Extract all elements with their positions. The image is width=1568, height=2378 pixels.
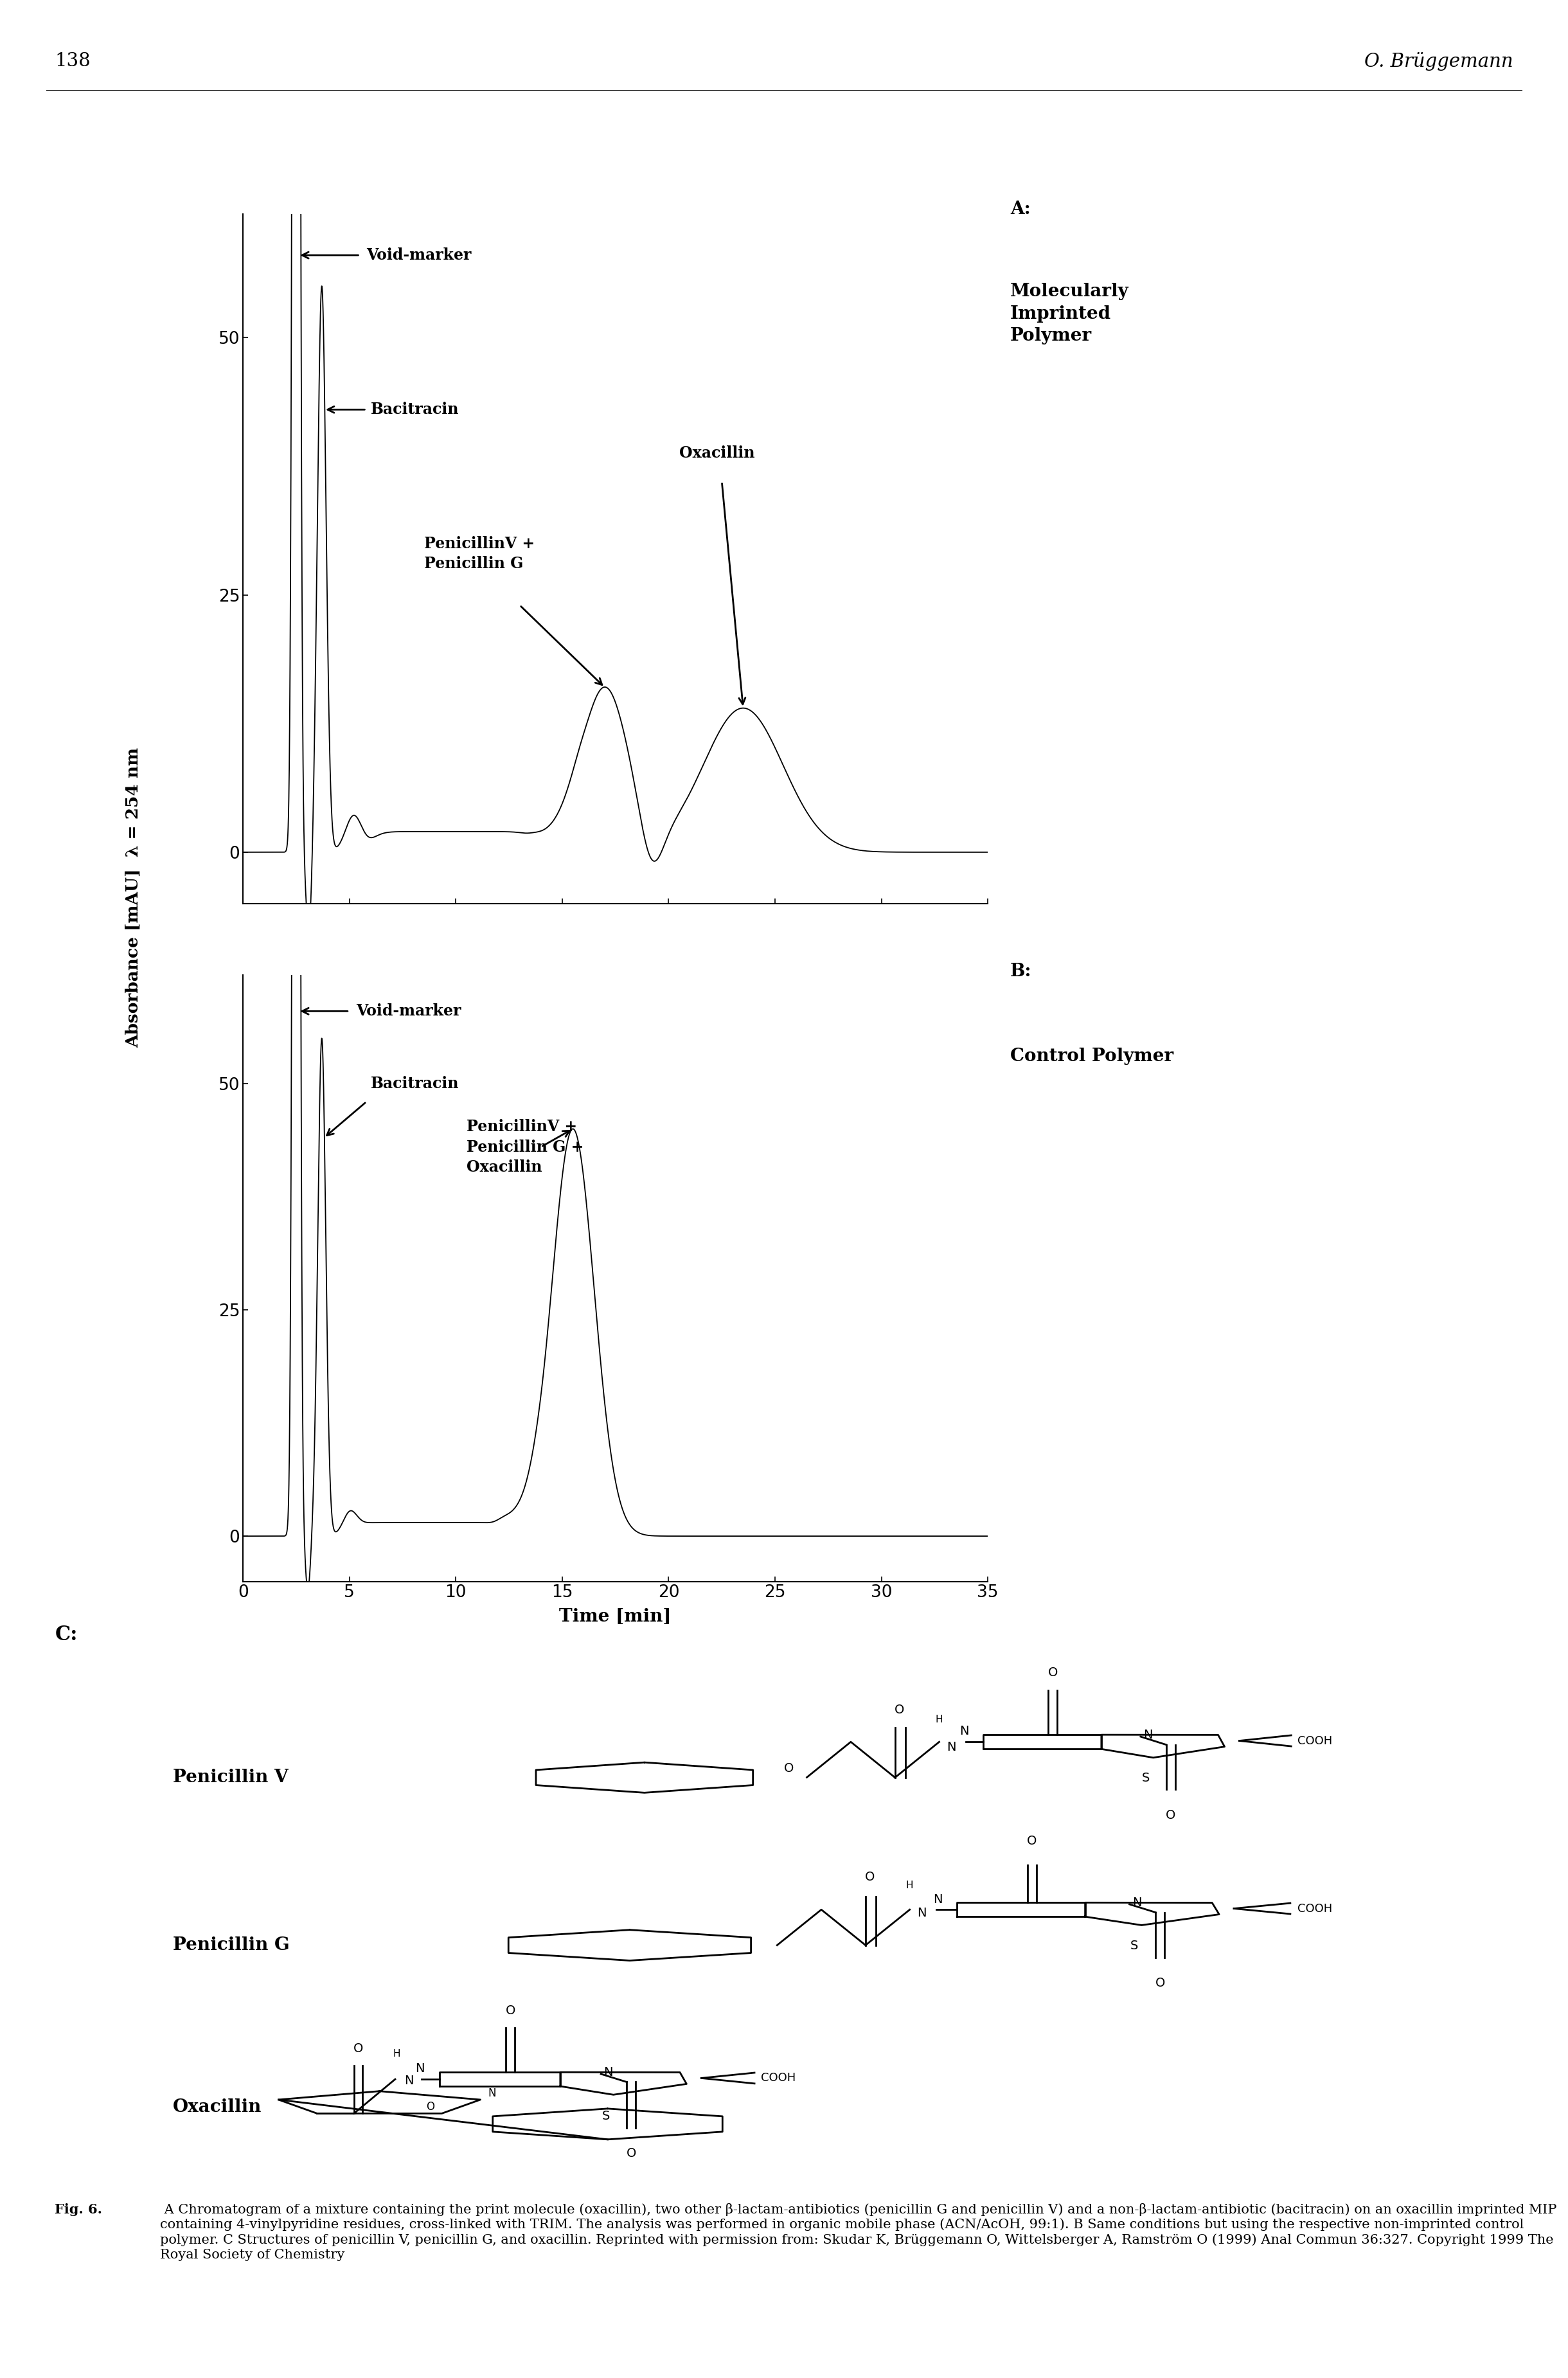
Text: PenicillinV +
Penicillin G +
Oxacillin: PenicillinV + Penicillin G + Oxacillin <box>467 1120 583 1175</box>
Text: O: O <box>1165 1810 1176 1822</box>
X-axis label: Time [min]: Time [min] <box>560 1608 671 1627</box>
Text: Oxacillin: Oxacillin <box>679 445 754 461</box>
Text: O: O <box>784 1762 793 1774</box>
Text: Absorbance [mAU]  λ = 254 nm: Absorbance [mAU] λ = 254 nm <box>125 747 141 1049</box>
Text: N: N <box>1143 1729 1152 1741</box>
Text: O: O <box>866 1871 875 1883</box>
Text: N: N <box>917 1907 927 1919</box>
Text: Oxacillin: Oxacillin <box>172 2097 262 2116</box>
Text: PenicillinV +
Penicillin G: PenicillinV + Penicillin G <box>423 535 535 571</box>
Text: A:: A: <box>1010 200 1030 216</box>
Text: Bacitracin: Bacitracin <box>370 402 459 416</box>
Text: N: N <box>933 1893 942 1905</box>
Text: COOH: COOH <box>1298 1736 1333 1745</box>
Text: N: N <box>488 2088 495 2100</box>
Text: O. Brüggemann: O. Brüggemann <box>1364 52 1513 71</box>
Text: N: N <box>960 1724 969 1738</box>
Text: O: O <box>1156 1976 1165 1990</box>
Text: N: N <box>604 2066 613 2078</box>
Text: N: N <box>947 1741 956 1753</box>
Text: COOH: COOH <box>1297 1902 1333 1914</box>
Text: C:: C: <box>55 1624 78 1646</box>
Text: Penicillin G: Penicillin G <box>172 1936 290 1955</box>
Text: N: N <box>416 2062 425 2076</box>
Text: S: S <box>1131 1940 1138 1952</box>
Text: H: H <box>906 1881 914 1891</box>
Text: O: O <box>426 2102 434 2112</box>
Text: O: O <box>1047 1667 1058 1679</box>
Text: Control Polymer: Control Polymer <box>1010 1049 1173 1065</box>
Text: O: O <box>353 2043 364 2055</box>
Text: Molecularly
Imprinted
Polymer: Molecularly Imprinted Polymer <box>1010 283 1129 345</box>
Text: N: N <box>1132 1898 1142 1910</box>
Text: Void-marker: Void-marker <box>367 247 472 264</box>
Text: H: H <box>394 2050 400 2059</box>
Text: O: O <box>505 2005 516 2017</box>
Text: Fig. 6.: Fig. 6. <box>55 2202 102 2216</box>
Text: S: S <box>1142 1772 1149 1784</box>
Text: B:: B: <box>1010 963 1032 980</box>
Text: A Chromatogram of a mixture containing the print molecule (oxacillin), two other: A Chromatogram of a mixture containing t… <box>160 2202 1557 2261</box>
Text: Penicillin V: Penicillin V <box>172 1769 289 1786</box>
Text: Bacitracin: Bacitracin <box>370 1075 459 1092</box>
Text: O: O <box>894 1703 905 1717</box>
Text: S: S <box>602 2109 610 2121</box>
Text: N: N <box>405 2076 414 2088</box>
Text: H: H <box>936 1715 942 1724</box>
Text: Void-marker: Void-marker <box>356 1004 461 1018</box>
Text: O: O <box>626 2147 637 2159</box>
Text: O: O <box>1027 1836 1036 1848</box>
Text: 138: 138 <box>55 52 91 71</box>
Text: COOH: COOH <box>760 2071 797 2083</box>
